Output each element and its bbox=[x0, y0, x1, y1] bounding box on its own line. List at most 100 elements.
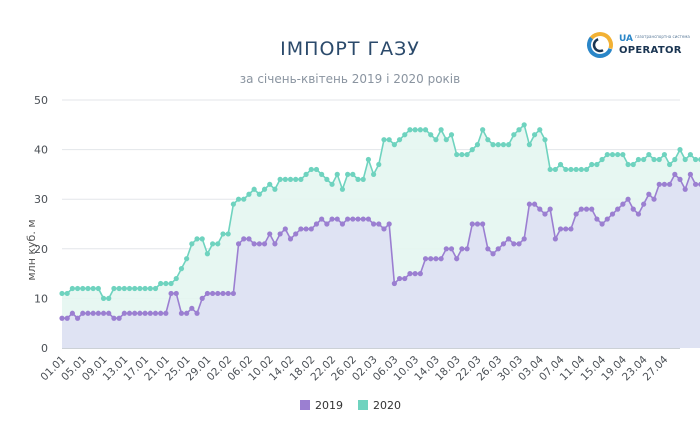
data-point-2019 bbox=[251, 241, 257, 247]
data-point-2019 bbox=[246, 236, 252, 242]
data-point-2020 bbox=[85, 285, 91, 292]
data-point-2020 bbox=[334, 171, 340, 177]
data-point-2019 bbox=[256, 241, 262, 247]
data-point-2020 bbox=[609, 151, 616, 158]
data-point-2019 bbox=[396, 275, 403, 282]
y-axis: 0 10 20 30 40 50 bbox=[34, 94, 48, 355]
data-point-2020 bbox=[235, 196, 242, 202]
data-point-2019 bbox=[230, 290, 236, 297]
data-point-2020 bbox=[615, 151, 621, 158]
data-point-2020 bbox=[204, 251, 211, 257]
data-point-2019 bbox=[646, 191, 652, 197]
data-point-2019 bbox=[672, 171, 678, 177]
y-tick-label: 20 bbox=[34, 243, 48, 256]
data-point-2019 bbox=[355, 216, 361, 222]
data-point-2020 bbox=[59, 290, 65, 297]
data-point-2020 bbox=[589, 161, 595, 168]
data-point-2020 bbox=[272, 186, 278, 192]
data-point-2019 bbox=[667, 181, 673, 187]
data-point-2019 bbox=[583, 206, 590, 212]
data-point-2019 bbox=[267, 231, 273, 237]
data-point-2019 bbox=[422, 256, 429, 262]
data-point-2020 bbox=[682, 156, 688, 163]
data-point-2020 bbox=[667, 161, 673, 168]
data-point-2020 bbox=[230, 201, 236, 207]
data-point-2019 bbox=[557, 226, 564, 232]
data-point-2020 bbox=[106, 295, 112, 301]
data-point-2020 bbox=[599, 156, 605, 163]
data-point-2020 bbox=[381, 137, 387, 143]
data-point-2019 bbox=[609, 211, 616, 217]
data-point-2019 bbox=[59, 315, 65, 321]
data-point-2020 bbox=[428, 132, 434, 138]
data-point-2020 bbox=[677, 147, 683, 153]
data-point-2019 bbox=[293, 231, 299, 237]
data-point-2019 bbox=[272, 241, 278, 247]
data-point-2020 bbox=[454, 151, 460, 158]
data-point-2019 bbox=[568, 226, 574, 232]
data-point-2020 bbox=[319, 171, 325, 177]
data-point-2019 bbox=[433, 256, 439, 262]
data-point-2019 bbox=[85, 310, 91, 316]
data-point-2019 bbox=[391, 280, 397, 287]
data-point-2019 bbox=[163, 310, 169, 316]
data-point-2019 bbox=[578, 206, 584, 212]
data-point-2019 bbox=[604, 216, 610, 222]
data-point-2020 bbox=[220, 231, 226, 237]
y-tick-label: 50 bbox=[34, 94, 48, 107]
data-point-2020 bbox=[490, 142, 496, 148]
data-point-2019 bbox=[204, 290, 211, 297]
x-axis: 01.0105.0109.0113.0117.0121.0125.0129.01… bbox=[38, 353, 670, 383]
data-point-2020 bbox=[137, 285, 143, 292]
data-point-2020 bbox=[391, 142, 397, 148]
data-point-2019 bbox=[199, 295, 205, 301]
data-point-2020 bbox=[210, 241, 216, 247]
data-point-2020 bbox=[635, 156, 642, 163]
data-point-2019 bbox=[121, 310, 127, 316]
data-point-2020 bbox=[298, 176, 304, 182]
data-point-2020 bbox=[646, 151, 652, 158]
data-point-2020 bbox=[625, 161, 631, 168]
data-point-2020 bbox=[308, 166, 314, 173]
data-point-2019 bbox=[589, 206, 595, 212]
data-point-2020 bbox=[448, 132, 455, 138]
data-point-2020 bbox=[692, 156, 699, 163]
data-point-2020 bbox=[485, 137, 491, 143]
data-point-2019 bbox=[241, 236, 247, 242]
data-point-2019 bbox=[319, 216, 325, 222]
data-point-2019 bbox=[168, 290, 174, 297]
data-point-2020 bbox=[407, 127, 413, 133]
data-point-2020 bbox=[95, 285, 101, 292]
data-point-2019 bbox=[158, 310, 164, 316]
data-point-2020 bbox=[261, 186, 268, 192]
data-point-2020 bbox=[511, 132, 517, 138]
y-axis-label: млн куб. м bbox=[25, 219, 38, 280]
data-point-2019 bbox=[469, 221, 475, 227]
data-point-2019 bbox=[116, 315, 122, 321]
data-point-2019 bbox=[677, 176, 683, 182]
data-point-2020 bbox=[376, 161, 382, 168]
data-point-2019 bbox=[448, 246, 455, 252]
data-point-2019 bbox=[111, 315, 117, 321]
logo-name: OPERATOR bbox=[619, 45, 682, 56]
data-point-2020 bbox=[173, 275, 179, 282]
data-point-2019 bbox=[90, 310, 96, 316]
data-point-2019 bbox=[615, 206, 621, 212]
y-tick-label: 30 bbox=[34, 193, 48, 206]
data-point-2020 bbox=[147, 285, 153, 292]
data-point-2020 bbox=[365, 156, 371, 163]
data-point-2020 bbox=[132, 285, 138, 292]
data-point-2020 bbox=[573, 166, 579, 173]
data-point-2019 bbox=[412, 271, 418, 277]
y-tick-label: 0 bbox=[41, 342, 48, 355]
data-point-2020 bbox=[64, 290, 70, 297]
data-point-2020 bbox=[142, 285, 148, 292]
data-point-2020 bbox=[620, 151, 626, 158]
data-point-2020 bbox=[687, 151, 693, 158]
legend-label-2019: 2019 bbox=[315, 399, 343, 412]
data-point-2020 bbox=[661, 151, 668, 158]
data-point-2019 bbox=[210, 290, 216, 297]
data-point-2019 bbox=[106, 310, 112, 316]
data-point-2020 bbox=[557, 161, 564, 168]
data-point-2020 bbox=[277, 176, 283, 182]
